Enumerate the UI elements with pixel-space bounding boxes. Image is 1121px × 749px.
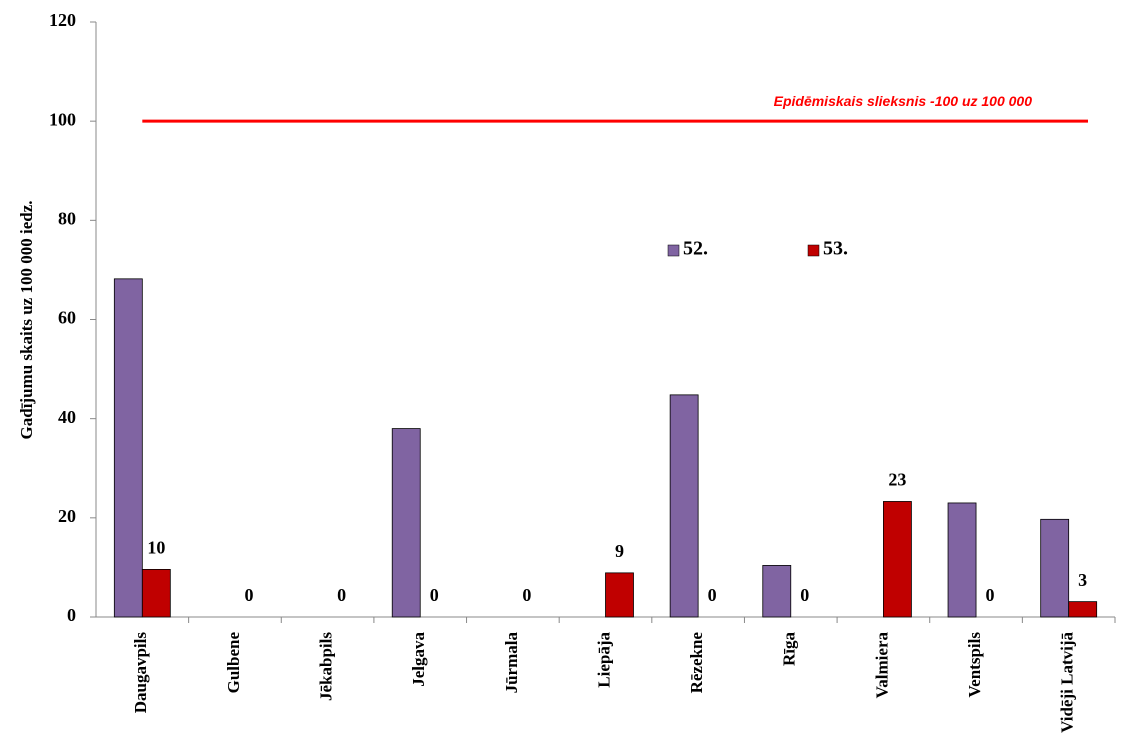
value-label: 0 (800, 585, 809, 605)
threshold-label: Epidēmiskais slieksnis -100 uz 100 000 (774, 93, 1033, 109)
y-tick-label: 80 (58, 208, 76, 228)
x-tick-label: Ventspils (965, 632, 984, 698)
value-label: 0 (244, 585, 253, 605)
legend-swatch (667, 244, 680, 257)
y-tick-label: 60 (58, 308, 76, 328)
y-tick-label: 120 (49, 10, 76, 30)
value-label: 0 (522, 585, 531, 605)
bar (762, 565, 792, 618)
x-tick-label: Jēkabpils (316, 632, 335, 701)
legend-label: 53. (823, 238, 848, 260)
bar (883, 501, 912, 618)
value-label: 23 (888, 470, 906, 490)
x-tick-label: Rīga (780, 632, 799, 667)
bar (391, 428, 421, 618)
legend-swatch (807, 244, 820, 257)
value-label: 0 (430, 585, 439, 605)
value-label: 0 (337, 585, 346, 605)
y-tick-label: 0 (67, 605, 76, 625)
y-tick-label: 20 (58, 506, 76, 526)
value-label: 3 (1078, 570, 1087, 590)
bar (1068, 601, 1098, 618)
value-label: 10 (147, 538, 165, 558)
y-axis-title: Gadījumu skaits uz 100 000 iedz. (17, 201, 36, 440)
bar (141, 569, 171, 618)
x-tick-label: Rēzekne (687, 632, 706, 694)
bar (669, 394, 699, 618)
x-tick-label: Jūrmala (502, 632, 521, 694)
x-tick-label: Gulbene (224, 632, 243, 694)
y-tick-label: 100 (49, 109, 76, 129)
y-tick-label: 40 (58, 407, 76, 427)
x-tick-label: Valmiera (872, 632, 891, 699)
bar (947, 502, 977, 618)
value-label: 9 (615, 541, 624, 561)
value-label: 0 (986, 585, 995, 605)
bar (1040, 518, 1070, 618)
legend-label: 52. (683, 238, 708, 260)
x-tick-label: Liepāja (594, 632, 613, 688)
bar (113, 278, 143, 618)
value-label: 0 (708, 585, 717, 605)
x-tick-label: Daugavpils (131, 632, 150, 714)
bar (605, 572, 634, 618)
x-tick-label: Vidēji Latvijā (1058, 632, 1077, 733)
x-tick-label: Jelgava (409, 632, 428, 687)
